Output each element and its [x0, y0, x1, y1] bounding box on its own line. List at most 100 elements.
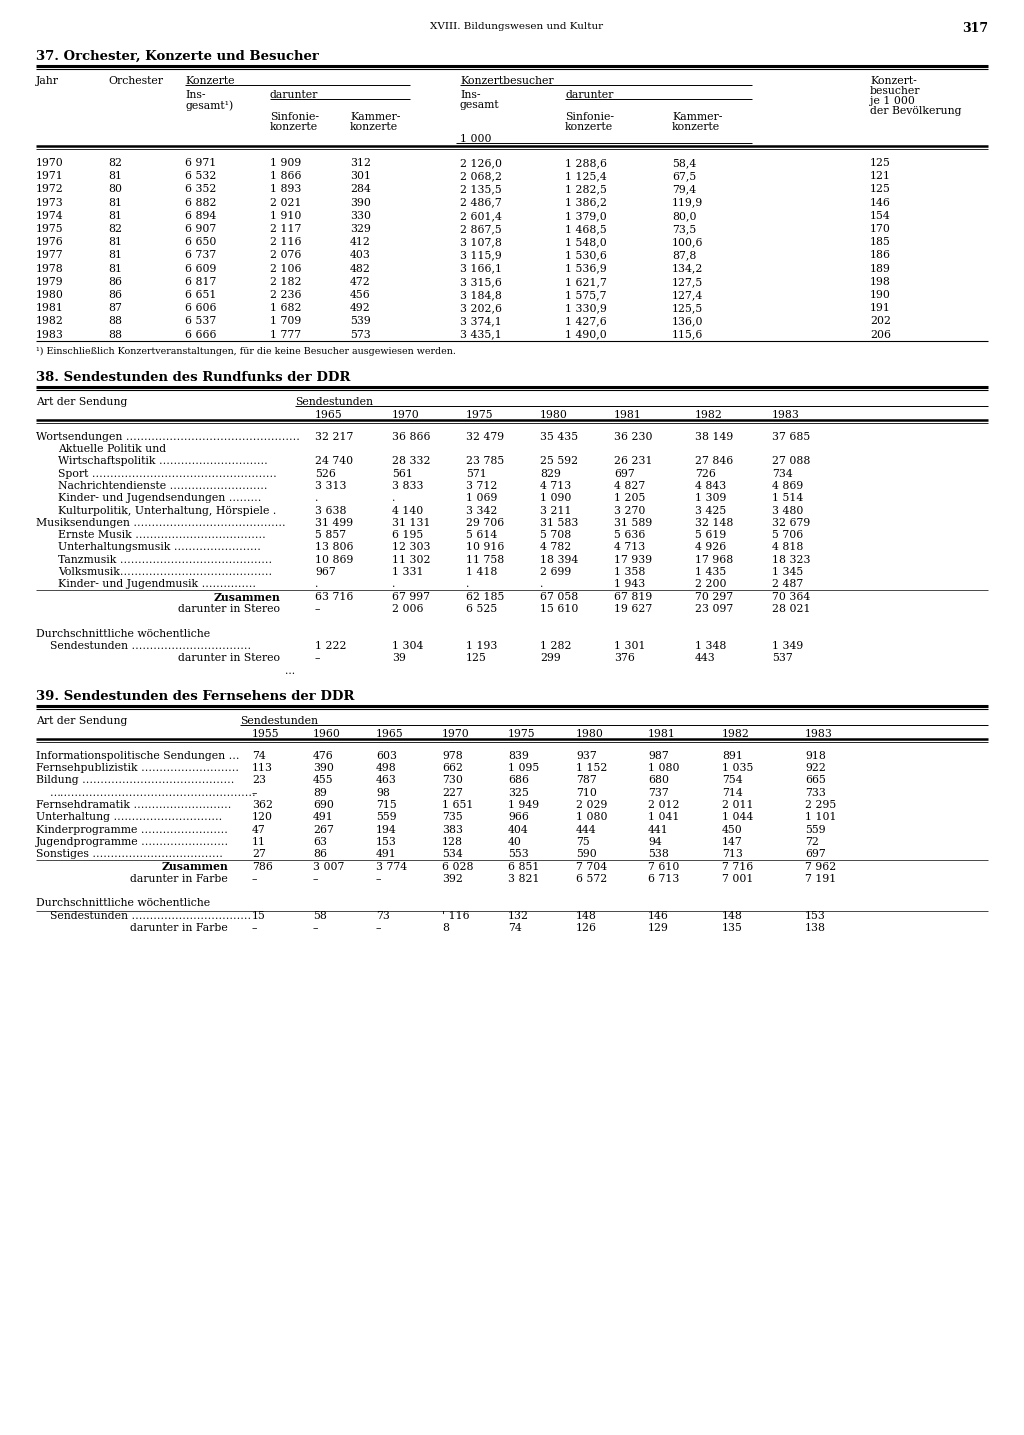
Text: 125: 125 [466, 653, 486, 663]
Text: 189: 189 [870, 264, 891, 274]
Text: 12 303: 12 303 [392, 542, 430, 552]
Text: Sendestunden: Sendestunden [240, 716, 318, 726]
Text: 498: 498 [376, 763, 396, 773]
Text: 1 379,0: 1 379,0 [565, 211, 607, 221]
Text: …………………………………………………: ………………………………………………… [50, 788, 257, 798]
Text: 534: 534 [442, 850, 463, 860]
Text: 4 818: 4 818 [772, 542, 804, 552]
Text: 1 044: 1 044 [722, 812, 754, 822]
Text: 392: 392 [442, 874, 463, 884]
Text: 362: 362 [252, 799, 273, 809]
Text: 1 943: 1 943 [614, 580, 645, 590]
Text: Tanzmusik ……………………………………: Tanzmusik …………………………………… [58, 555, 272, 565]
Text: 714: 714 [722, 788, 742, 798]
Text: ¹) Einschließlich Konzertveranstaltungen, für die keine Besucher ausgewiesen wer: ¹) Einschließlich Konzertveranstaltungen… [36, 347, 456, 356]
Text: 3 425: 3 425 [695, 505, 726, 515]
Text: 6 028: 6 028 [442, 861, 473, 871]
Text: Kinder- und Jugendsendungen ………: Kinder- und Jugendsendungen ……… [58, 494, 261, 504]
Text: 1 090: 1 090 [540, 494, 571, 504]
Text: 31 131: 31 131 [392, 518, 430, 528]
Text: 7 001: 7 001 [722, 874, 754, 884]
Text: 2 117: 2 117 [270, 224, 301, 234]
Text: 4 926: 4 926 [695, 542, 726, 552]
Text: 5 614: 5 614 [466, 530, 498, 540]
Text: 1975: 1975 [508, 729, 536, 739]
Text: 125: 125 [870, 185, 891, 194]
Text: 715: 715 [376, 799, 396, 809]
Text: Sendestunden ……………………………: Sendestunden …………………………… [50, 641, 251, 651]
Text: 202: 202 [870, 316, 891, 326]
Text: 11: 11 [252, 837, 266, 847]
Text: 690: 690 [313, 799, 334, 809]
Text: Sendestunden ……………………………: Sendestunden …………………………… [50, 911, 251, 921]
Text: 537: 537 [772, 653, 793, 663]
Text: 67,5: 67,5 [672, 171, 696, 181]
Text: –: – [313, 923, 318, 933]
Text: 2 236: 2 236 [270, 290, 301, 300]
Text: Wirtschaftspolitik …………………………: Wirtschaftspolitik ………………………… [58, 456, 267, 466]
Text: 13 806: 13 806 [315, 542, 353, 552]
Text: 476: 476 [313, 751, 334, 761]
Text: 81: 81 [108, 264, 122, 274]
Text: 7 716: 7 716 [722, 861, 754, 871]
Text: 17 968: 17 968 [695, 555, 733, 565]
Text: 3 774: 3 774 [376, 861, 408, 871]
Text: 81: 81 [108, 171, 122, 181]
Text: 87,8: 87,8 [672, 250, 696, 260]
Text: darunter: darunter [270, 90, 318, 100]
Text: –: – [252, 923, 257, 933]
Text: .: . [540, 580, 544, 590]
Text: 3 342: 3 342 [466, 505, 498, 515]
Text: 129: 129 [648, 923, 669, 933]
Text: Ins-: Ins- [460, 90, 480, 100]
Text: 37. Orchester, Konzerte und Besucher: 37. Orchester, Konzerte und Besucher [36, 50, 318, 63]
Text: 29 706: 29 706 [466, 518, 504, 528]
Text: 937: 937 [575, 751, 597, 761]
Text: 79,4: 79,4 [672, 185, 696, 194]
Text: 25 592: 25 592 [540, 456, 579, 466]
Text: ' 116: ' 116 [442, 911, 470, 921]
Text: 32 217: 32 217 [315, 432, 353, 442]
Text: 4 782: 4 782 [540, 542, 571, 552]
Text: 27 088: 27 088 [772, 456, 810, 466]
Text: konzerte: konzerte [672, 122, 720, 132]
Text: 94: 94 [648, 837, 662, 847]
Text: 376: 376 [614, 653, 635, 663]
Text: Kammer-: Kammer- [672, 112, 722, 122]
Text: 455: 455 [313, 775, 334, 785]
Text: 1965: 1965 [315, 410, 343, 420]
Text: 2 126,0: 2 126,0 [460, 158, 502, 168]
Text: 571: 571 [466, 469, 486, 479]
Text: 4 827: 4 827 [614, 481, 645, 491]
Text: 299: 299 [540, 653, 561, 663]
Text: 3 107,8: 3 107,8 [460, 237, 502, 247]
Text: 28 332: 28 332 [392, 456, 430, 466]
Text: 35 435: 35 435 [540, 432, 579, 442]
Text: 47: 47 [252, 825, 266, 835]
Text: 38 149: 38 149 [695, 432, 733, 442]
Text: 70 364: 70 364 [772, 591, 810, 601]
Text: 1 530,6: 1 530,6 [565, 250, 607, 260]
Text: –: – [315, 653, 321, 663]
Text: 19 627: 19 627 [614, 604, 652, 614]
Text: 1 349: 1 349 [772, 641, 803, 651]
Text: 1980: 1980 [575, 729, 604, 739]
Text: 737: 737 [648, 788, 669, 798]
Text: 412: 412 [350, 237, 371, 247]
Text: 7 704: 7 704 [575, 861, 607, 871]
Text: Informationspolitische Sendungen …: Informationspolitische Sendungen … [36, 751, 240, 761]
Text: 148: 148 [722, 911, 742, 921]
Text: 3 211: 3 211 [540, 505, 571, 515]
Text: 2 029: 2 029 [575, 799, 607, 809]
Text: 190: 190 [870, 290, 891, 300]
Text: 1 282,5: 1 282,5 [565, 185, 607, 194]
Text: 3 435,1: 3 435,1 [460, 330, 502, 340]
Text: 81: 81 [108, 237, 122, 247]
Text: 492: 492 [350, 303, 371, 313]
Text: 1 548,0: 1 548,0 [565, 237, 607, 247]
Text: 121: 121 [870, 171, 891, 181]
Text: 2 068,2: 2 068,2 [460, 171, 502, 181]
Text: 40: 40 [508, 837, 522, 847]
Text: 1983: 1983 [36, 330, 63, 340]
Text: 1975: 1975 [466, 410, 494, 420]
